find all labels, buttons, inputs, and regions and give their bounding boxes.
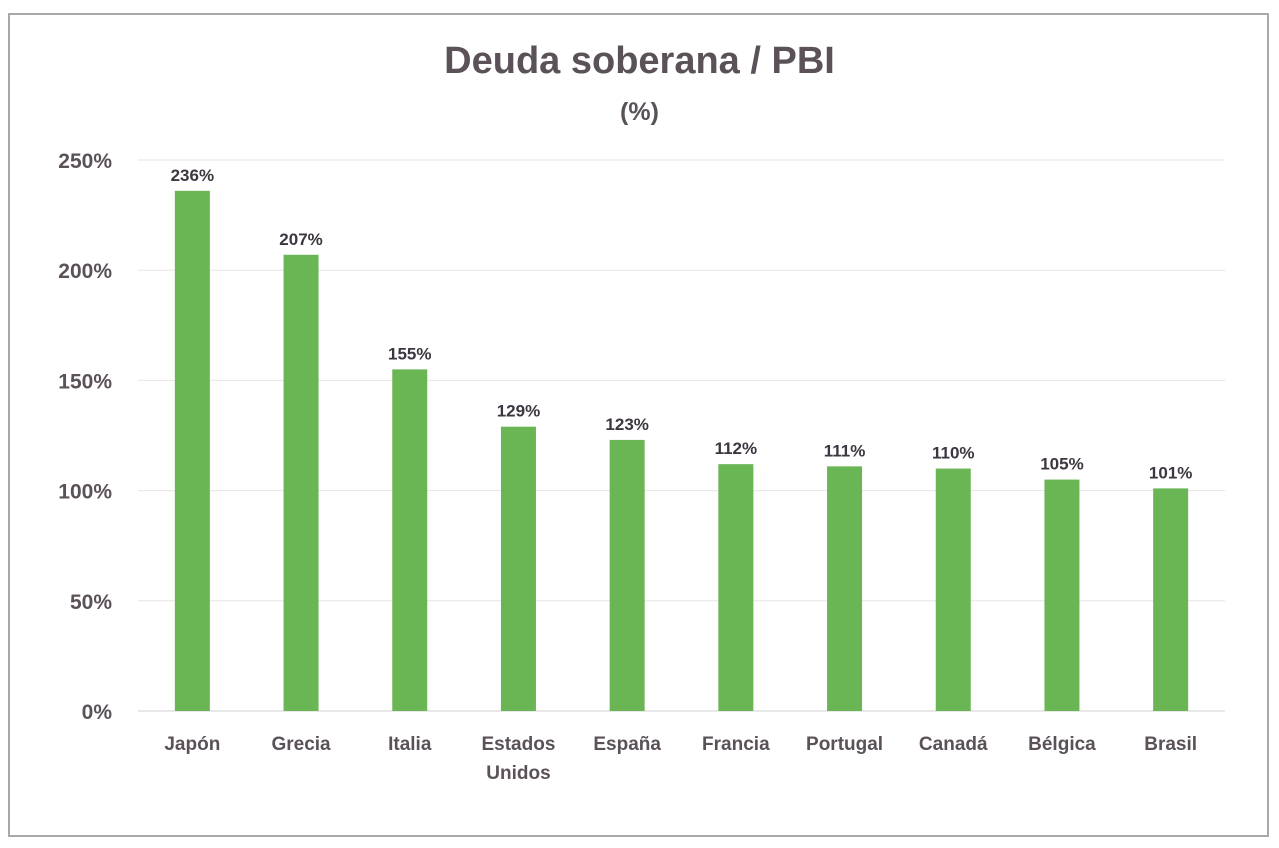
x-category-label: Italia	[388, 734, 432, 755]
x-category-label: Japón	[164, 734, 220, 755]
x-category-label: Brasil	[1144, 734, 1197, 755]
x-category-label: Bélgica	[1028, 734, 1096, 755]
y-tick-label: 200%	[58, 260, 112, 283]
data-label: 155%	[388, 344, 431, 363]
data-label: 110%	[932, 444, 975, 463]
bar	[1153, 488, 1189, 711]
bar	[718, 464, 754, 711]
y-tick-label: 50%	[70, 591, 112, 614]
bar	[283, 254, 319, 711]
y-tick-label: 100%	[58, 481, 112, 504]
bar	[1044, 479, 1080, 711]
data-label: 236%	[171, 166, 214, 185]
bar	[392, 369, 428, 711]
x-category-label: Portugal	[806, 734, 883, 755]
data-label: 129%	[497, 402, 540, 421]
bar	[935, 468, 971, 711]
x-category-label: Canadá	[919, 734, 988, 755]
y-tick-label: 0%	[82, 701, 113, 724]
bar	[609, 439, 645, 711]
data-label: 105%	[1040, 455, 1083, 474]
bar	[174, 190, 210, 711]
data-label: 123%	[605, 415, 648, 434]
chart-title: Deuda soberana / PBI	[444, 40, 835, 82]
y-tick-label: 150%	[58, 370, 112, 393]
x-category-label: España	[593, 734, 661, 755]
data-label: 207%	[279, 230, 322, 249]
x-category-label: Grecia	[271, 734, 331, 755]
bar	[500, 426, 536, 711]
data-label: 101%	[1149, 463, 1192, 482]
data-label: 112%	[715, 439, 758, 458]
bar	[827, 466, 863, 711]
x-category-label: Estados	[481, 734, 555, 755]
x-category-label: Francia	[702, 734, 770, 755]
data-label: 111%	[824, 441, 866, 460]
chart-subtitle: (%)	[620, 98, 659, 126]
y-tick-label: 250%	[58, 150, 112, 173]
x-category-label: Unidos	[486, 763, 550, 784]
